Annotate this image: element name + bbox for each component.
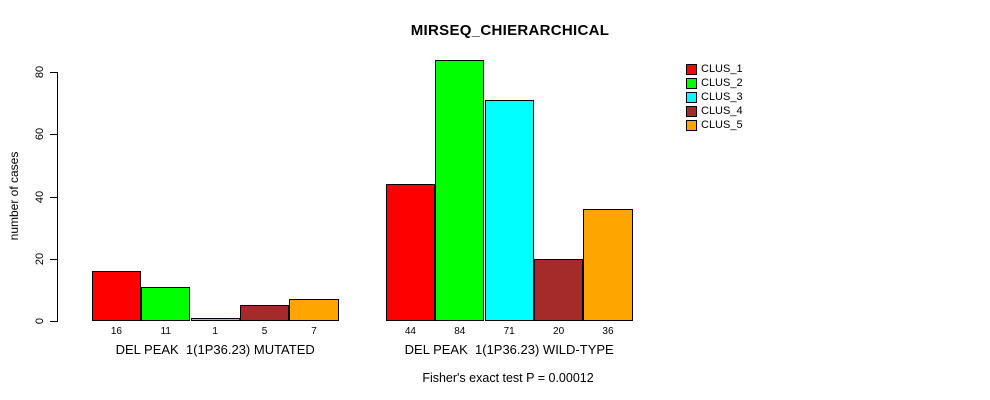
bar-clus_1 <box>385 184 436 321</box>
group-label: DEL PEAK 1(1P36.23) MUTATED <box>115 342 315 357</box>
bar-value-label: 1 <box>212 326 218 337</box>
bar-clus_5 <box>583 208 633 321</box>
y-tick-mark <box>50 196 57 198</box>
y-tick-mark <box>50 321 57 322</box>
chart-title: MIRSEQ_CHIERARCHICAL <box>410 22 610 39</box>
bar-value-label: 16 <box>110 326 122 337</box>
bar-value-label: 71 <box>503 326 515 337</box>
bar-value-label: 11 <box>160 326 171 337</box>
y-tick-label: 80 <box>34 65 46 79</box>
fisher-test-annotation: Fisher's exact test P = 0.00012 <box>422 371 594 385</box>
bar-value-label: 44 <box>404 326 416 337</box>
bar-value-label: 7 <box>311 326 317 337</box>
y-tick-mark <box>50 258 57 260</box>
y-tick-label: 40 <box>34 190 46 203</box>
legend: CLUS_1 CLUS_2 CLUS_3 CLUS_4 CLUS_5 <box>686 62 743 132</box>
bar-clus_2 <box>435 59 485 321</box>
legend-swatch-clus_4 <box>686 105 697 117</box>
bar-value-label: 20 <box>553 326 565 337</box>
y-tick-mark <box>50 134 57 136</box>
y-tick-label: 0 <box>34 317 46 325</box>
bar-value-label: 5 <box>261 326 268 337</box>
bar-value-label: 36 <box>602 326 614 337</box>
legend-row: CLUS_1 <box>686 62 743 76</box>
legend-row: CLUS_2 <box>686 76 743 90</box>
bar-value-label: 84 <box>454 326 466 337</box>
y-tick-label: 20 <box>34 252 46 265</box>
bar-clus_1 <box>91 271 142 321</box>
y-tick-mark <box>50 72 57 73</box>
bar-clus_2 <box>141 286 191 321</box>
bar-clus_5 <box>289 299 339 321</box>
legend-swatch-clus_1 <box>686 63 697 75</box>
legend-swatch-clus_2 <box>686 77 697 89</box>
bar-clus_4 <box>533 258 584 321</box>
bar-clus_3 <box>190 317 240 321</box>
legend-row: CLUS_4 <box>686 104 743 118</box>
legend-label: CLUS_5 <box>701 119 743 131</box>
legend-label: CLUS_3 <box>701 91 743 103</box>
legend-swatch-clus_3 <box>686 91 697 103</box>
bar-clus_4 <box>239 305 290 321</box>
legend-label: CLUS_1 <box>701 63 743 75</box>
legend-swatch-clus_5 <box>686 119 697 131</box>
y-tick-label: 60 <box>34 128 46 141</box>
y-axis-label: number of cases <box>7 151 21 241</box>
group-label: DEL PEAK 1(1P36.23) WILD-TYPE <box>404 342 614 357</box>
y-axis-line <box>57 72 58 322</box>
legend-label: CLUS_4 <box>701 105 743 117</box>
bar-clus_3 <box>484 100 534 321</box>
legend-row: CLUS_3 <box>686 90 743 104</box>
legend-label: CLUS_2 <box>701 77 743 89</box>
legend-row: CLUS_5 <box>686 118 743 132</box>
